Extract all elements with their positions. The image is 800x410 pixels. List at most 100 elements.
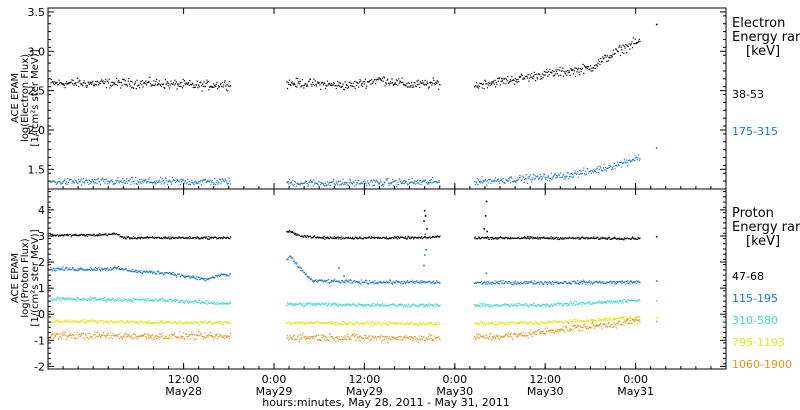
data-point <box>211 323 213 325</box>
data-point <box>151 322 153 324</box>
data-point <box>107 182 109 185</box>
data-point <box>81 178 83 180</box>
data-point <box>586 281 588 283</box>
data-point <box>300 182 302 184</box>
series-proton-3 <box>50 315 658 327</box>
data-point <box>371 83 373 85</box>
data-point <box>545 281 547 283</box>
data-point <box>80 234 82 236</box>
data-point <box>536 282 538 284</box>
data-point <box>86 235 89 238</box>
data-point <box>175 335 177 338</box>
data-point <box>508 323 510 325</box>
data-point <box>565 175 567 177</box>
data-point <box>162 335 164 337</box>
data-point <box>290 182 292 184</box>
data-point <box>170 301 173 303</box>
data-point <box>161 181 163 183</box>
data-point <box>499 283 501 285</box>
data-point <box>343 238 345 240</box>
data-point <box>409 238 411 240</box>
data-point <box>430 236 432 239</box>
data-point <box>326 279 329 281</box>
data-point <box>149 76 151 78</box>
data-point <box>597 300 599 303</box>
data-point <box>618 46 620 48</box>
data-point <box>573 320 575 323</box>
data-point <box>542 321 544 323</box>
data-point <box>595 320 597 322</box>
data-point <box>535 237 537 240</box>
data-point <box>551 321 553 323</box>
data-point <box>69 233 71 236</box>
data-point <box>112 183 114 185</box>
data-point <box>316 237 318 239</box>
data-point <box>76 331 78 333</box>
data-point <box>143 334 145 336</box>
data-point <box>296 303 298 305</box>
data-point <box>589 68 591 70</box>
data-point <box>477 237 479 239</box>
data-point <box>138 237 140 239</box>
data-point <box>114 322 116 324</box>
data-point <box>213 237 215 239</box>
data-point <box>77 268 79 270</box>
data-point <box>612 301 614 303</box>
data-point <box>128 321 130 323</box>
data-point <box>297 183 299 185</box>
data-point <box>151 271 153 273</box>
data-point <box>318 180 320 182</box>
data-point <box>414 303 416 305</box>
data-point <box>507 75 509 78</box>
data-point <box>372 304 374 306</box>
data-point <box>580 170 582 172</box>
data-point <box>215 85 217 87</box>
data-point <box>198 331 200 333</box>
data-point <box>168 179 171 181</box>
data-point <box>72 334 74 336</box>
data-point <box>635 316 637 318</box>
data-point <box>65 297 67 299</box>
data-point <box>106 234 108 236</box>
data-point <box>556 281 558 283</box>
data-point <box>514 237 516 240</box>
data-point <box>95 267 97 269</box>
data-point <box>507 82 510 84</box>
data-point <box>210 320 212 322</box>
data-point <box>215 83 217 85</box>
data-point <box>152 236 154 238</box>
data-point <box>366 282 369 284</box>
data-point <box>135 238 137 240</box>
data-point <box>225 274 227 276</box>
data-point <box>486 82 488 85</box>
data-point <box>526 75 528 77</box>
data-point <box>160 272 162 274</box>
data-point <box>517 237 519 239</box>
data-point <box>80 179 82 181</box>
data-point <box>90 181 93 183</box>
data-point <box>552 70 554 72</box>
data-point <box>419 282 421 284</box>
data-point <box>405 180 407 182</box>
data-point <box>156 273 158 275</box>
data-point <box>67 320 69 322</box>
data-point <box>66 335 68 337</box>
data-point <box>221 301 223 304</box>
data-point <box>333 183 335 185</box>
data-point <box>429 321 431 323</box>
data-point <box>104 182 106 184</box>
data-point <box>170 80 172 82</box>
data-point <box>518 178 520 180</box>
data-point <box>494 324 496 326</box>
data-point <box>158 270 160 272</box>
data-point <box>155 334 157 337</box>
data-point <box>502 78 504 80</box>
data-point <box>507 237 510 239</box>
data-point <box>499 236 501 238</box>
data-point <box>168 87 171 89</box>
data-point <box>432 280 434 282</box>
data-point <box>134 270 136 272</box>
data-point <box>112 321 114 323</box>
data-point <box>156 180 158 182</box>
